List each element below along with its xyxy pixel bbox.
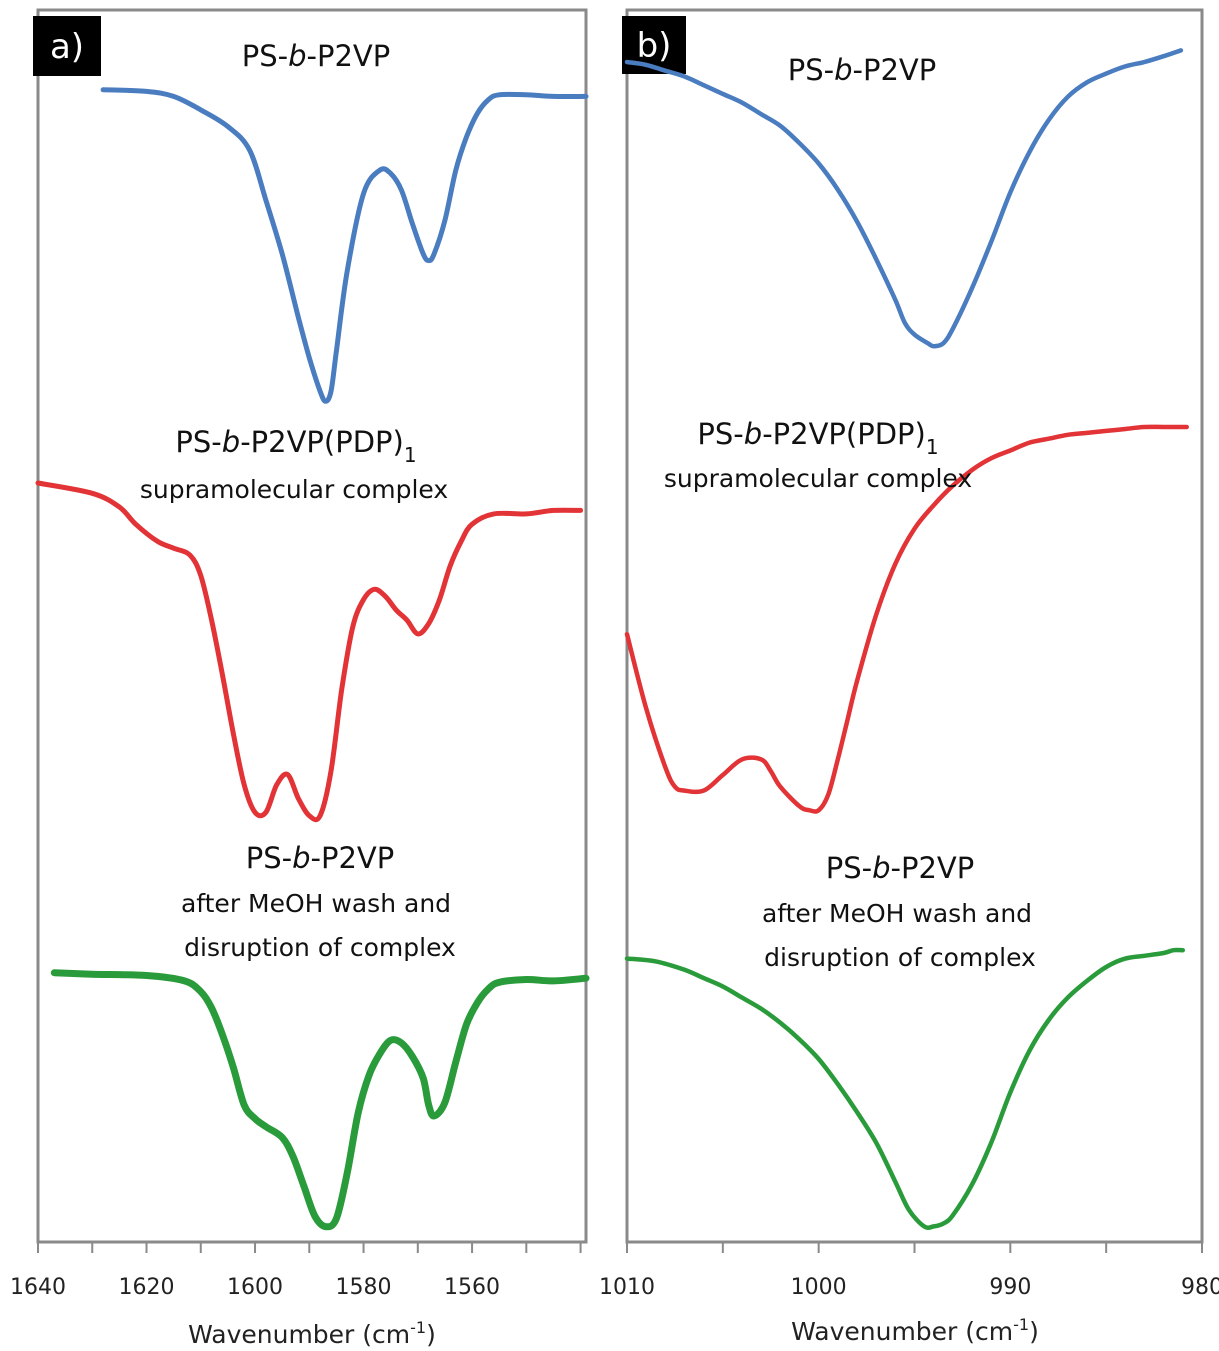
panel-a-tick-label-1560: 1560 <box>444 1275 500 1300</box>
panel-a-x-ticks: 1640 1620 1600 1580 1560 <box>10 1242 582 1300</box>
panel-b-tick-label-980: 980 <box>1181 1275 1219 1300</box>
panel-a-badge <box>33 16 101 76</box>
panel-b-green-subtitle-1: after MeOH wash and <box>762 899 1032 928</box>
panel-a-red-subtitle: supramolecular complex <box>140 475 448 504</box>
panel-b-tick-label-1010: 1010 <box>599 1275 655 1300</box>
panel-a-x-axis-label: Wavenumber (cm-1) <box>188 1318 436 1349</box>
panel-b-series-green-after-meoh-wash <box>624 947 1186 1231</box>
panel-b-green-subtitle-2: disruption of complex <box>764 943 1036 972</box>
panel-b-blue-title: PS-b-P2VP <box>788 53 937 87</box>
panel-a-green-subtitle-2: disruption of complex <box>184 933 456 962</box>
panel-a-red-title: PS-b-P2VP(PDP)1 <box>175 425 416 467</box>
panel-a-tick-label-1640: 1640 <box>10 1275 66 1300</box>
panel-a-frame <box>36 8 588 1244</box>
panel-a-series-green-after-meoh-wash <box>50 969 590 1231</box>
panel-a-blue-title: PS-b-P2VP <box>242 39 391 73</box>
panel-b-curves <box>624 48 1189 1231</box>
panel-b: b) 1010 1000 990 980 PS-b-P2VP PS-b-P2VP(PD… <box>599 8 1219 1346</box>
panel-b-red-subtitle: supramolecular complex <box>664 464 972 493</box>
panel-a-label: a) <box>50 27 84 67</box>
panel-a-series-blue-ps-b-p2vp <box>100 87 589 404</box>
panel-a-tick-label-1620: 1620 <box>119 1275 175 1300</box>
panel-b-frame <box>625 8 1204 1244</box>
panel-b-x-ticks: 1010 1000 990 980 <box>599 1242 1219 1300</box>
panel-b-series-red-pdp-complex <box>624 424 1189 814</box>
panel-a-curves <box>35 87 590 1231</box>
panel-b-label: b) <box>637 26 672 66</box>
panel-b-tick-label-1000: 1000 <box>791 1275 847 1300</box>
panel-a-tick-label-1580: 1580 <box>336 1275 392 1300</box>
panel-a-tick-label-1600: 1600 <box>227 1275 283 1300</box>
panel-a-green-title: PS-b-P2VP <box>246 841 395 875</box>
panel-a: a) 1640 1620 1600 1580 1560 PS-b-P2VP PS-b-P… <box>10 8 590 1349</box>
panel-b-x-axis-label: Wavenumber (cm-1) <box>791 1315 1039 1346</box>
panel-b-green-title: PS-b-P2VP <box>826 851 975 885</box>
panel-b-tick-label-990: 990 <box>989 1275 1031 1300</box>
panel-b-series-blue-ps-b-p2vp <box>624 48 1184 349</box>
panel-a-series-red-pdp-complex <box>35 480 584 823</box>
panel-b-red-title: PS-b-P2VP(PDP)1 <box>697 417 938 459</box>
panel-a-green-subtitle-1: after MeOH wash and <box>181 889 451 918</box>
